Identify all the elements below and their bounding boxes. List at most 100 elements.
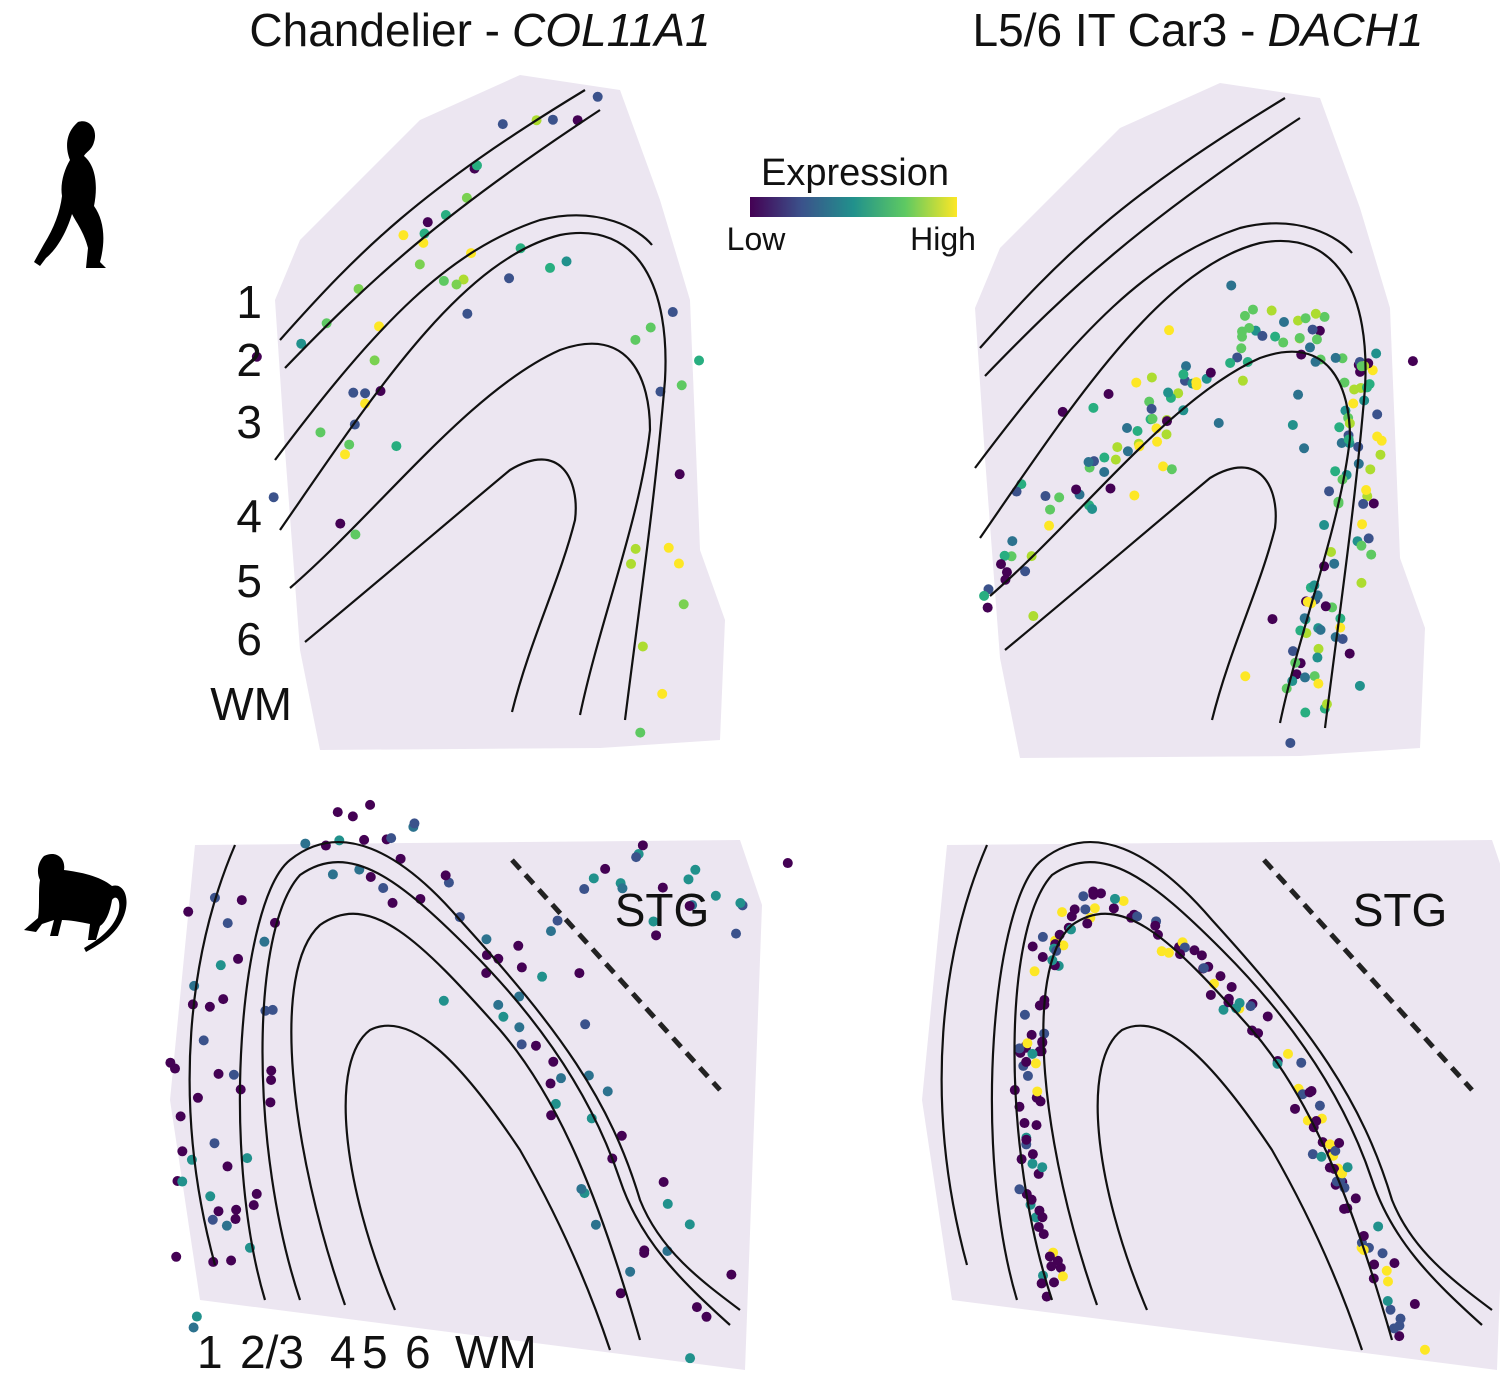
cell-type: Chandelier - (249, 4, 500, 56)
cell (1287, 419, 1298, 430)
cell (690, 864, 701, 875)
cell (268, 492, 279, 503)
cell (1132, 426, 1143, 437)
cell (438, 995, 449, 1006)
cell (1129, 490, 1140, 501)
cell (658, 1176, 669, 1187)
cell (691, 1302, 702, 1313)
cell (1027, 1149, 1038, 1160)
layer-label: WM (455, 1326, 537, 1378)
cell (1026, 1029, 1037, 1040)
cell (1300, 313, 1311, 324)
cell (537, 971, 548, 982)
cell (645, 322, 656, 333)
cell (1266, 305, 1277, 316)
cell (1131, 377, 1142, 388)
cell (236, 895, 247, 906)
cell (1356, 577, 1367, 588)
cell (1164, 325, 1175, 336)
tissue-human-left (275, 75, 725, 750)
cell (600, 863, 611, 874)
cell (1034, 1205, 1045, 1216)
cell (1110, 454, 1121, 465)
cell (438, 275, 449, 286)
cell (251, 351, 262, 362)
cell (1134, 441, 1145, 452)
cell (999, 550, 1010, 561)
cell (1300, 707, 1311, 718)
layer-label: 1 (236, 276, 262, 328)
cell (1342, 1162, 1353, 1173)
cell (639, 1248, 650, 1259)
cell (552, 915, 563, 926)
cell (209, 1138, 220, 1149)
cell (1356, 361, 1367, 372)
cell (1045, 504, 1056, 515)
cell (701, 1311, 712, 1322)
cell (617, 883, 628, 894)
cell (657, 882, 668, 893)
cell (1038, 1229, 1049, 1240)
cell (726, 1269, 737, 1280)
cell (648, 916, 659, 927)
cell (481, 934, 492, 945)
cell (1022, 1038, 1033, 1049)
cell (1226, 981, 1237, 992)
cell (561, 256, 572, 267)
cell (1080, 904, 1091, 915)
cell (1394, 1331, 1405, 1342)
cell (226, 1255, 237, 1266)
cell (1027, 1048, 1038, 1059)
cell (579, 884, 590, 895)
cell (248, 1200, 259, 1211)
cell (637, 840, 648, 851)
cell (422, 217, 433, 228)
cell (1304, 342, 1315, 353)
cell (982, 602, 993, 613)
cell (1319, 311, 1330, 322)
cell (556, 1073, 567, 1084)
cell (1409, 1299, 1420, 1310)
cell (1240, 671, 1251, 682)
cell (1205, 367, 1216, 378)
cell (1278, 337, 1289, 348)
cell (1330, 1145, 1341, 1156)
cell (233, 953, 244, 964)
cell (1122, 446, 1133, 457)
cell (1310, 308, 1321, 319)
cell (1122, 423, 1133, 434)
layer-label: 2 (236, 334, 262, 386)
cell (334, 835, 345, 846)
cell (1339, 377, 1350, 388)
cell (454, 912, 465, 923)
cell (1007, 536, 1018, 547)
cell (1037, 1162, 1048, 1173)
cell (1326, 546, 1337, 557)
cell (1357, 519, 1368, 530)
cell (1109, 893, 1120, 904)
cell (588, 873, 599, 884)
cell (663, 542, 674, 553)
cell (242, 1153, 253, 1164)
cell (1299, 672, 1310, 683)
panel-title: Chandelier - COL11A1 (249, 4, 710, 56)
cell (1191, 377, 1202, 388)
cell (1330, 352, 1341, 363)
cell (1307, 1149, 1318, 1160)
cell (1215, 971, 1226, 982)
cell (1089, 903, 1100, 914)
cell (1088, 402, 1099, 413)
cell (1257, 330, 1268, 341)
cell (1027, 941, 1038, 952)
human-layer-labels: 1 2 3 4 5 6 WM (210, 276, 292, 730)
macaque-layer-labels: 1 2/3 4 5 6 WM (197, 1326, 537, 1378)
cell (387, 897, 398, 908)
layer-label: 5 (236, 555, 262, 607)
cell (1287, 646, 1298, 657)
layer-label: 5 (362, 1326, 388, 1378)
cell (1237, 375, 1248, 386)
cell (662, 1198, 673, 1209)
cell (1419, 1344, 1430, 1355)
cell (1270, 331, 1281, 342)
cell (1316, 1151, 1327, 1162)
